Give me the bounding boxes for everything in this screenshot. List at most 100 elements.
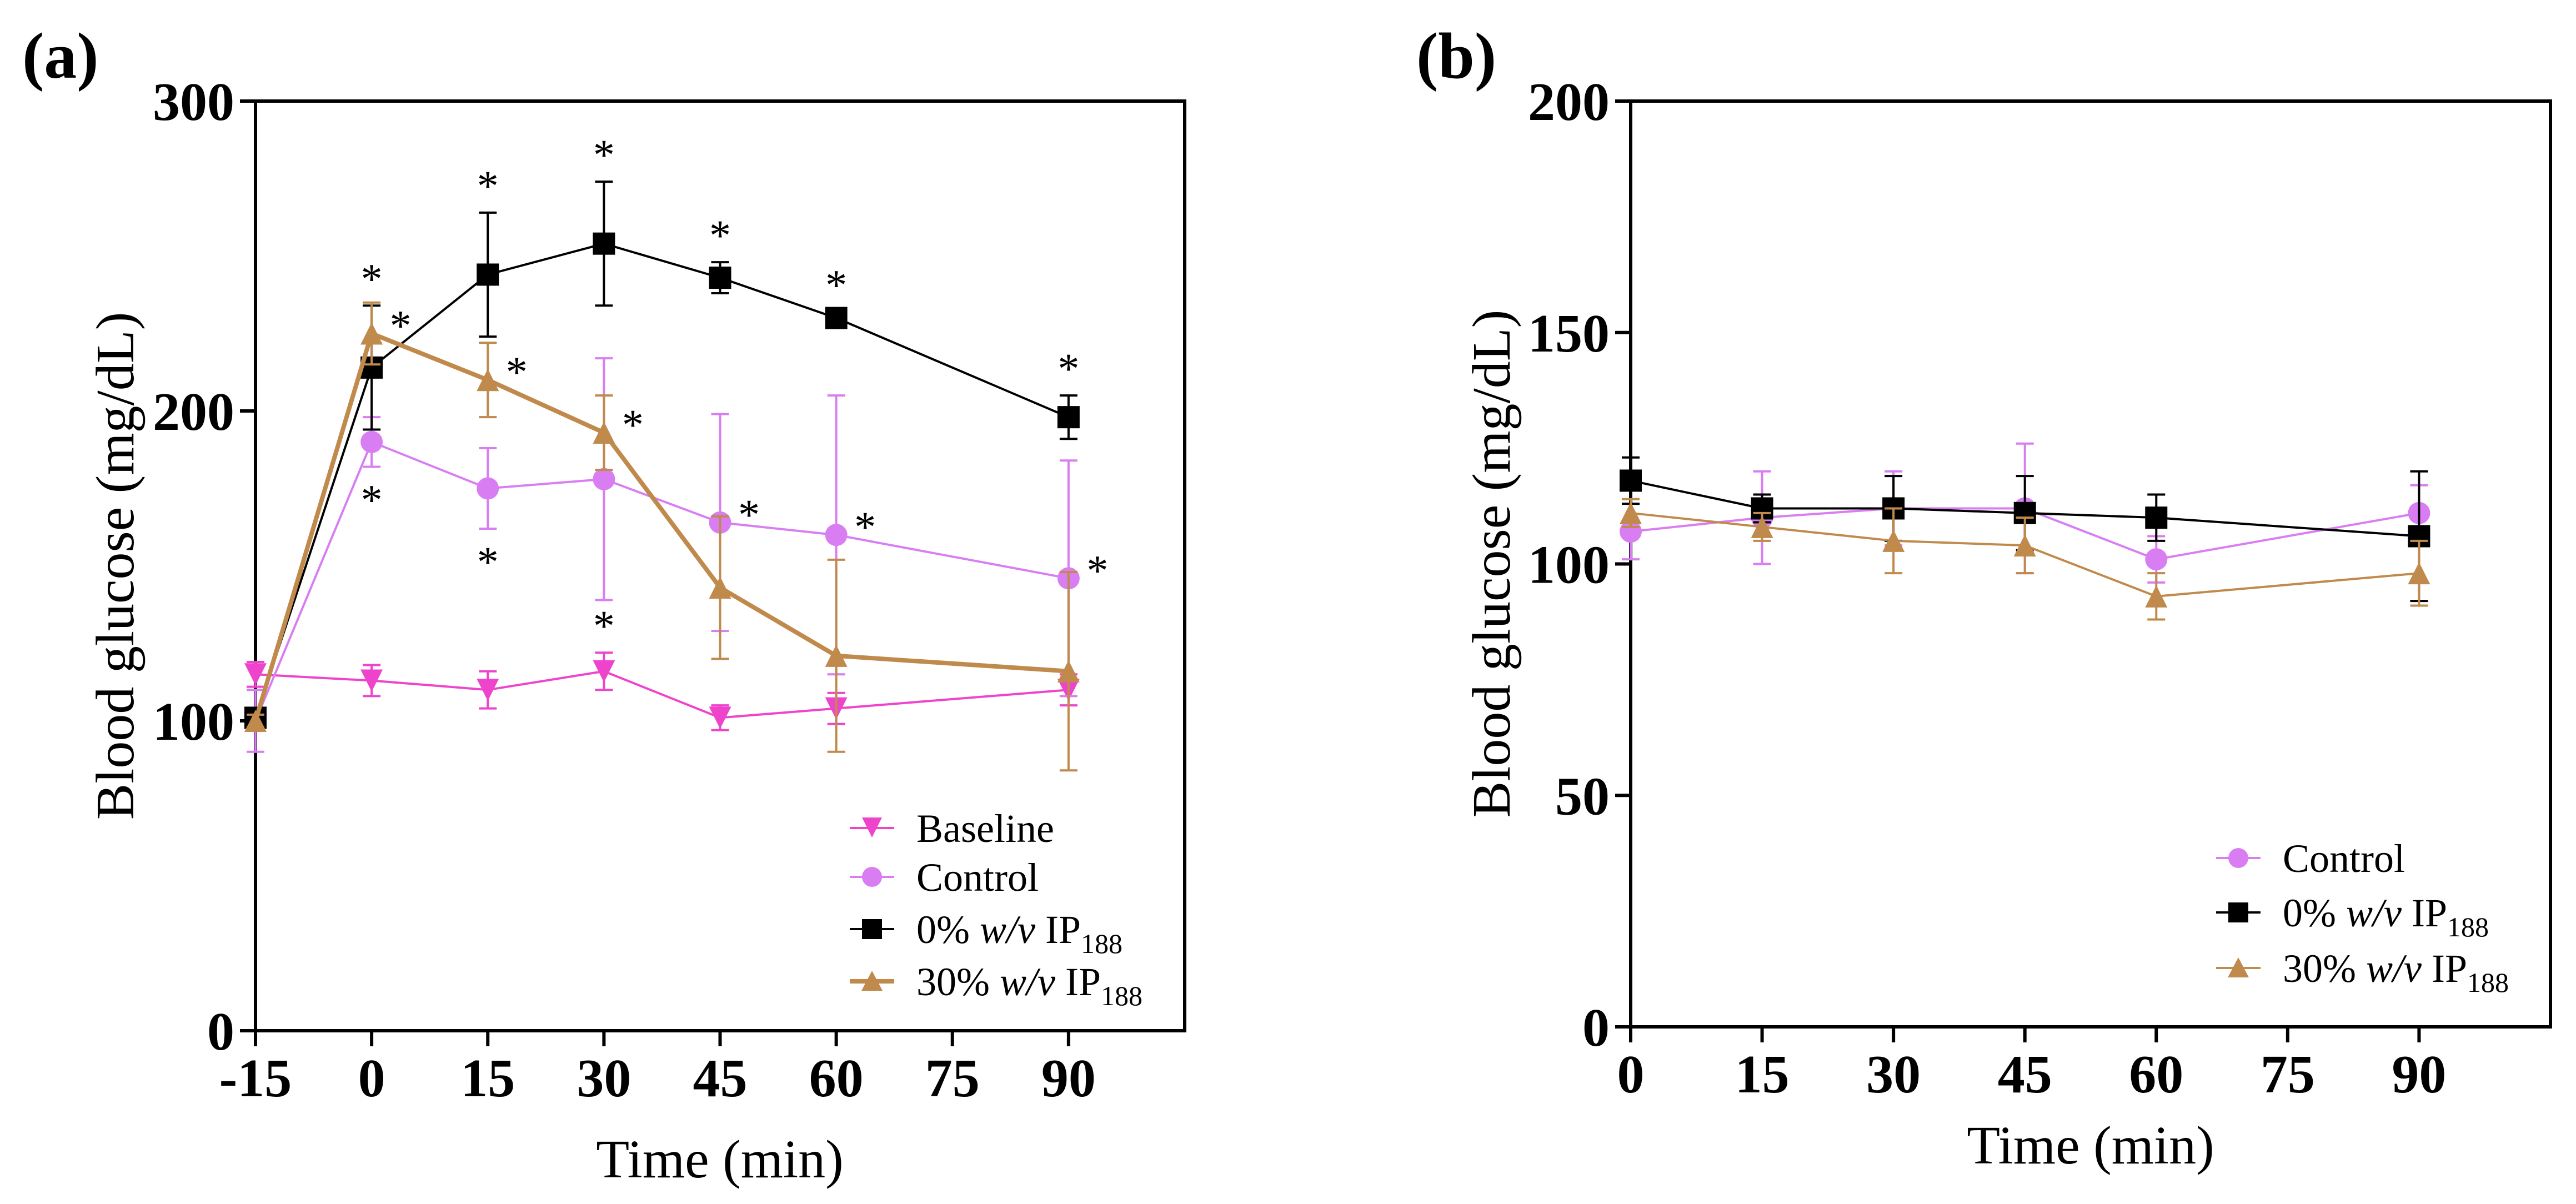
- marker-ip30-1: [1751, 515, 1773, 538]
- x-axis-title-b: Time (min): [1967, 1116, 2214, 1176]
- axis-ticks-b: 0 15 30 45 60 75 90 0 50 100 150 200: [1528, 72, 2446, 1105]
- asterisk-ip0-4: *: [709, 211, 731, 259]
- legend-item-ip0: 0% w/v IP188: [850, 907, 1122, 959]
- legend-item-baseline: Baseline: [850, 806, 1054, 851]
- asterisk-layer-a: **** ***********: [361, 131, 1109, 650]
- y-tick-label: 100: [1528, 535, 1610, 595]
- x-tick-label: 30: [577, 1049, 631, 1108]
- x-tick-label: 0: [358, 1049, 385, 1108]
- marker-control-2: [477, 477, 499, 500]
- legend-item-ip30: 30% w/v IP188: [2216, 946, 2509, 998]
- marker-ip0-6: [1057, 406, 1080, 429]
- asterisk-baseline-3: *: [593, 601, 615, 650]
- marker-control-4: [2145, 548, 2168, 571]
- legend-item-control: Control: [2216, 836, 2405, 881]
- asterisk-ip30-2: *: [506, 348, 528, 396]
- x-tick-label: 45: [693, 1049, 748, 1108]
- y-tick-label: 0: [207, 1002, 234, 1062]
- asterisk-ip30-3: *: [622, 400, 644, 449]
- legend-label-control: Control: [916, 855, 1039, 900]
- line-control: [1630, 507, 2419, 561]
- legend-label-ip0: 0% w/v IP188: [2283, 891, 2489, 942]
- legend-label-ip30: 30% w/v IP188: [2283, 946, 2509, 998]
- legend-marker-circle: [2228, 848, 2248, 868]
- marker-baseline-0: [244, 663, 267, 686]
- legend-label-ip0: 0% w/v IP188: [916, 907, 1122, 959]
- legend-label-baseline: Baseline: [916, 806, 1054, 851]
- line-ip30: [1630, 511, 2419, 598]
- marker-ip30-5: [825, 644, 848, 667]
- marker-ip30-6: [1057, 660, 1080, 683]
- x-tick-label: 90: [1041, 1049, 1096, 1108]
- legend-marker-triangle-down: [862, 817, 882, 837]
- marker-ip30-5: [2408, 562, 2430, 585]
- y-axis-title-b: Blood glucose (mg/dL): [1462, 310, 1522, 818]
- marker-baseline-2: [477, 679, 499, 701]
- marker-ip30-3: [2013, 534, 2036, 557]
- legend-label-control: Control: [2283, 836, 2405, 881]
- asterisk-ip0-2: *: [477, 162, 499, 210]
- legend-marker-triangle-up: [861, 971, 883, 991]
- marker-ip30-2: [477, 369, 499, 392]
- y-tick-label: 100: [153, 692, 234, 752]
- x-tick-label: 45: [1998, 1045, 2052, 1105]
- marker-baseline-1: [360, 669, 383, 692]
- asterisk-ip0-5: *: [825, 260, 847, 309]
- line-ip0: [1630, 479, 2419, 538]
- asterisk-ip30-1: *: [390, 302, 412, 350]
- x-tick-label: 60: [2129, 1045, 2183, 1105]
- marker-ip0-3: [593, 232, 615, 255]
- x-axis-title-a: Time (min): [596, 1130, 844, 1190]
- x-tick-label: -15: [219, 1049, 292, 1108]
- series-control: [244, 357, 1080, 753]
- legend-item-ip0: 0% w/v IP188: [2216, 891, 2489, 942]
- marker-ip30-3: [593, 422, 615, 444]
- marker-ip0-4: [2145, 506, 2168, 529]
- marker-ip0-5: [825, 307, 848, 329]
- marker-ip30-4: [2145, 585, 2168, 608]
- legend-item-ip30: 30% w/v IP188: [850, 960, 1142, 1011]
- series-ip30: [244, 301, 1080, 772]
- marker-ip30-0: [244, 710, 267, 732]
- x-tick-label: 15: [1735, 1045, 1790, 1105]
- legend-a: Baseline Control 0% w/v IP188 30% w/v IP…: [850, 806, 1142, 1011]
- marker-ip30-2: [1882, 529, 1905, 552]
- y-tick-label: 50: [1555, 766, 1610, 826]
- marker-control-3: [593, 468, 615, 490]
- x-tick-label: 30: [1866, 1045, 1921, 1105]
- x-tick-label: 15: [460, 1049, 515, 1108]
- marker-control-1: [360, 430, 383, 453]
- x-tick-label: 0: [1617, 1045, 1645, 1105]
- panel-label-b: (b): [1416, 19, 1496, 92]
- series-ip30: [1620, 498, 2430, 621]
- legend-b: Control 0% w/v IP188 30% w/v IP188: [2216, 836, 2509, 998]
- y-tick-label: 200: [153, 382, 234, 442]
- asterisk-ip0-1: *: [361, 254, 383, 303]
- series-ip0: [1620, 456, 2430, 603]
- marker-ip30-0: [1620, 501, 1642, 524]
- marker-ip30-4: [709, 576, 731, 599]
- marker-baseline-4: [709, 706, 731, 729]
- marker-ip30-1: [360, 322, 383, 345]
- marker-ip0-4: [709, 267, 731, 289]
- y-tick-label: 200: [1528, 72, 1610, 132]
- asterisk-control-1: *: [361, 475, 383, 524]
- asterisk-control-2: *: [477, 538, 499, 586]
- asterisk-ip0-6: *: [1058, 344, 1079, 393]
- marker-baseline-3: [593, 660, 615, 683]
- series-layer-b: [1620, 442, 2430, 621]
- panel-label-a: (a): [22, 19, 99, 92]
- asterisk-ip0-3: *: [593, 131, 615, 179]
- legend-marker-square: [2228, 902, 2248, 922]
- marker-control-5: [825, 524, 848, 546]
- line-ip30: [253, 330, 1069, 722]
- panel-b: (b) 0 15 30 45 60 75 90 0 50 100 150 200 Time (min)…: [1416, 19, 2552, 1176]
- y-tick-label: 0: [1582, 998, 1610, 1058]
- asterisk-control-5: *: [854, 503, 876, 551]
- marker-ip0-2: [477, 263, 499, 286]
- x-tick-label: 90: [2392, 1045, 2446, 1105]
- asterisk-control-4: *: [738, 490, 760, 539]
